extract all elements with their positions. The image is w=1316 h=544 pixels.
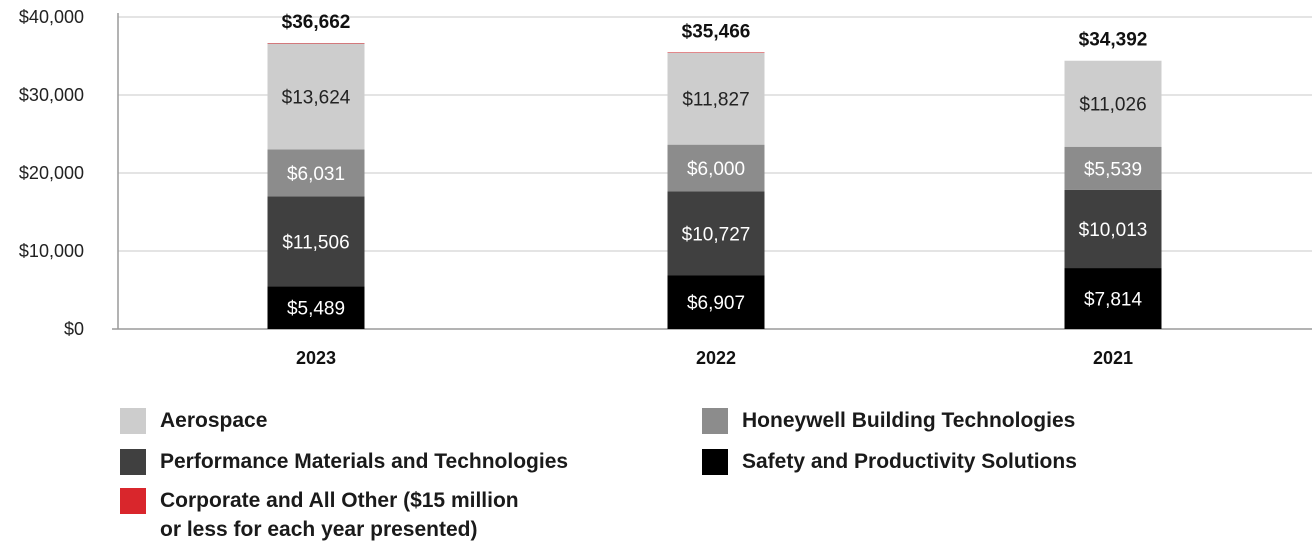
legend-item-building-technologies: Honeywell Building Technologies: [702, 408, 1075, 435]
bar-segment: [667, 52, 765, 53]
y-tick-label: $10,000: [19, 241, 84, 261]
bar-segment: [667, 52, 765, 145]
legend-label-aerospace: Aerospace: [160, 409, 268, 432]
bar-segment-label: $6,000: [687, 159, 745, 180]
bar-total-label: $34,392: [1079, 30, 1148, 51]
bar-segment: [667, 144, 765, 192]
x-category-label: 2023: [296, 348, 336, 368]
bar-segment-label: $5,539: [1084, 159, 1142, 180]
bar-segment-label: $11,506: [282, 232, 349, 253]
legend-item-corporate-other: Corporate and All Other ($15 million or …: [120, 488, 519, 544]
bar-segment-label: $11,026: [1079, 95, 1146, 116]
bar-segment-label: $7,814: [1084, 290, 1143, 311]
legend-swatch-building-technologies: [702, 408, 728, 434]
x-category-label: 2022: [696, 348, 736, 368]
legend-item-safety-productivity: Safety and Productivity Solutions: [702, 449, 1077, 476]
bar-segment-label: $10,727: [682, 224, 751, 245]
legend-item-performance-materials: Performance Materials and Technologies: [120, 449, 568, 476]
y-tick-label: $30,000: [19, 85, 84, 105]
bar-segment-label: $13,624: [282, 87, 351, 108]
y-tick-label: $20,000: [19, 163, 84, 183]
legend-swatch-safety-productivity: [702, 449, 728, 475]
bar-segment: [267, 43, 365, 150]
bar-segment-label: $11,827: [682, 90, 749, 111]
bar-segment: [1064, 189, 1162, 269]
bar-segment: [267, 196, 365, 287]
bar-segment-label: $10,013: [1079, 220, 1148, 241]
bar-segment: [267, 149, 365, 197]
legend-label-performance-materials: Performance Materials and Technologies: [160, 450, 569, 473]
bar-segment-label: $5,489: [287, 299, 345, 320]
legend-swatch-corporate-other: [120, 488, 146, 514]
x-category-label: 2021: [1093, 348, 1133, 368]
bar-segment-label: $6,031: [287, 164, 345, 185]
legend-label-building-technologies: Honeywell Building Technologies: [742, 409, 1076, 432]
bar-segment: [1064, 60, 1162, 147]
bar-segment: [1064, 268, 1162, 329]
bar-segment: [667, 275, 765, 329]
bar-segment-label: $6,907: [687, 293, 745, 314]
legend-swatch-aerospace: [120, 408, 146, 434]
bar-segment: [667, 191, 765, 276]
bar-segment: [267, 286, 365, 329]
y-tick-label: $40,000: [19, 7, 84, 27]
bar-segment: [1064, 146, 1162, 190]
legend-swatch-performance-materials: [120, 449, 146, 475]
legend-item-aerospace: Aerospace: [120, 408, 267, 435]
bar-total-label: $35,466: [682, 21, 751, 42]
bar-segment: [267, 43, 365, 44]
y-tick-label: $0: [64, 319, 84, 339]
legend-label-safety-productivity: Safety and Productivity Solutions: [742, 450, 1077, 473]
stacked-bar-chart: $0 $10,000 $20,000 $30,000 $40,000 $5,489 $11,…: [19, 7, 1312, 368]
legend-label-corporate-other: Corporate and All Other ($15 million or …: [160, 489, 519, 541]
bar-total-label: $36,662: [282, 12, 351, 33]
